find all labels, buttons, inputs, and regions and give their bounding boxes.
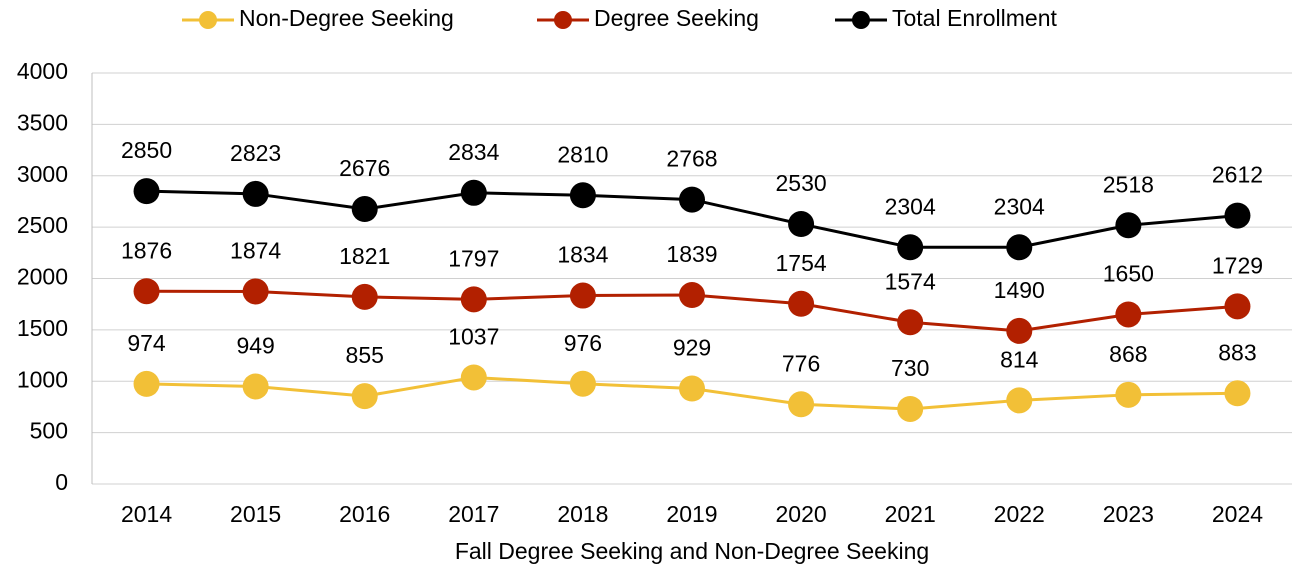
y-tick-label: 4000 bbox=[17, 58, 68, 84]
data-label: 2823 bbox=[230, 140, 281, 166]
y-tick-label: 3500 bbox=[17, 109, 68, 135]
data-label: 2834 bbox=[448, 139, 499, 165]
data-label: 868 bbox=[1109, 341, 1147, 367]
data-label: 1874 bbox=[230, 238, 281, 264]
data-label: 2530 bbox=[776, 170, 827, 196]
data-label: 976 bbox=[564, 330, 602, 356]
y-tick-label: 3000 bbox=[17, 161, 68, 187]
data-point bbox=[679, 282, 705, 309]
data-label: 2612 bbox=[1212, 162, 1263, 188]
data-point bbox=[897, 309, 924, 336]
data-label: 1729 bbox=[1212, 252, 1263, 278]
data-label: 949 bbox=[236, 333, 274, 359]
data-point bbox=[460, 364, 487, 391]
legend-label: Non-Degree Seeking bbox=[239, 5, 454, 31]
x-tick-label: 2022 bbox=[994, 501, 1045, 527]
data-label: 1839 bbox=[666, 241, 717, 267]
data-point bbox=[351, 383, 378, 410]
legend-marker bbox=[852, 11, 870, 29]
legend-label: Degree Seeking bbox=[594, 5, 759, 31]
data-label: 1574 bbox=[885, 268, 936, 294]
data-label: 814 bbox=[1000, 346, 1039, 372]
x-axis-title: Fall Degree Seeking and Non-Degree Seeki… bbox=[455, 538, 929, 564]
data-label: 1490 bbox=[994, 277, 1045, 303]
data-point bbox=[1115, 301, 1142, 328]
data-point bbox=[460, 179, 487, 206]
data-point bbox=[1006, 317, 1033, 344]
x-tick-label: 2021 bbox=[885, 501, 936, 527]
data-point bbox=[897, 395, 924, 422]
data-point bbox=[133, 178, 160, 205]
data-label: 1834 bbox=[557, 242, 608, 268]
data-point bbox=[1224, 380, 1251, 407]
data-label: 2768 bbox=[666, 146, 717, 172]
data-point bbox=[133, 278, 160, 305]
x-tick-label: 2018 bbox=[557, 501, 608, 527]
data-point bbox=[133, 370, 160, 397]
data-point bbox=[242, 373, 269, 400]
data-point bbox=[1006, 234, 1033, 261]
x-tick-label: 2024 bbox=[1212, 501, 1263, 527]
data-point bbox=[897, 234, 924, 261]
data-point bbox=[788, 391, 815, 418]
data-point bbox=[1115, 212, 1142, 239]
y-tick-label: 2500 bbox=[17, 212, 68, 238]
data-point bbox=[242, 278, 269, 305]
data-label: 730 bbox=[891, 355, 929, 381]
data-point bbox=[1115, 381, 1142, 408]
data-label: 1754 bbox=[776, 250, 827, 276]
data-point bbox=[351, 283, 378, 310]
data-point bbox=[1224, 202, 1251, 229]
y-tick-label: 1000 bbox=[17, 366, 68, 392]
y-tick-label: 1500 bbox=[17, 315, 68, 341]
data-point bbox=[569, 282, 596, 309]
data-label: 2304 bbox=[885, 193, 936, 219]
data-label: 974 bbox=[127, 330, 166, 356]
data-point bbox=[569, 370, 596, 397]
data-point bbox=[1224, 293, 1251, 320]
x-tick-label: 2015 bbox=[230, 501, 281, 527]
data-label: 1797 bbox=[448, 245, 499, 271]
data-label: 1876 bbox=[121, 237, 172, 263]
data-label: 883 bbox=[1218, 339, 1256, 365]
data-point bbox=[788, 290, 815, 317]
x-tick-label: 2020 bbox=[776, 501, 827, 527]
x-tick-label: 2014 bbox=[121, 501, 172, 527]
data-label: 1821 bbox=[339, 243, 390, 269]
legend-marker bbox=[199, 11, 217, 29]
y-tick-label: 2000 bbox=[17, 264, 68, 290]
legend-marker bbox=[554, 11, 572, 29]
data-label: 2850 bbox=[121, 137, 172, 163]
x-tick-label: 2016 bbox=[339, 501, 390, 527]
data-label: 2810 bbox=[557, 141, 608, 167]
x-tick-label: 2019 bbox=[666, 501, 717, 527]
data-point bbox=[242, 180, 269, 207]
legend-label: Total Enrollment bbox=[892, 5, 1058, 31]
data-label: 855 bbox=[346, 342, 384, 368]
data-label: 1037 bbox=[448, 324, 499, 350]
data-label: 2304 bbox=[994, 193, 1045, 219]
data-label: 2518 bbox=[1103, 171, 1154, 197]
data-point bbox=[569, 182, 596, 209]
data-label: 2676 bbox=[339, 155, 390, 181]
data-label: 1650 bbox=[1103, 261, 1154, 287]
data-label: 929 bbox=[673, 335, 711, 361]
y-tick-label: 500 bbox=[30, 418, 68, 444]
data-point bbox=[679, 375, 705, 402]
data-point bbox=[788, 211, 815, 238]
x-tick-label: 2023 bbox=[1103, 501, 1154, 527]
data-point bbox=[351, 196, 378, 223]
y-tick-label: 0 bbox=[55, 469, 68, 495]
data-point bbox=[460, 286, 487, 313]
data-label: 776 bbox=[782, 350, 820, 376]
data-point bbox=[1006, 387, 1033, 414]
x-tick-label: 2017 bbox=[448, 501, 499, 527]
data-point bbox=[679, 186, 705, 213]
